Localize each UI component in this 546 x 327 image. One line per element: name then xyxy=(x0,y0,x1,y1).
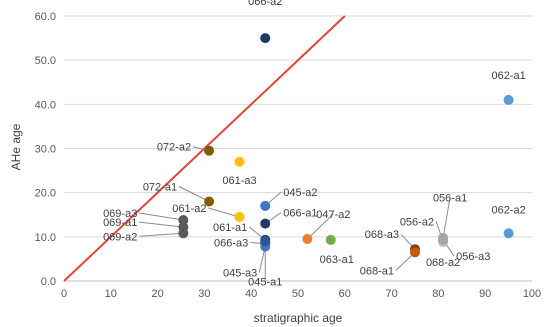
point-label: 062-a2 xyxy=(491,204,525,216)
point-label: 061-a3 xyxy=(222,175,256,187)
data-points xyxy=(178,33,514,258)
x-tick-label: 0 xyxy=(61,288,67,300)
y-tick-label: 10.0 xyxy=(35,232,56,244)
point-label: 069-a2 xyxy=(103,231,137,243)
data-point xyxy=(178,228,189,239)
data-point xyxy=(234,156,245,167)
point-label: 047-a2 xyxy=(316,209,350,221)
x-tick-label: 90 xyxy=(479,288,491,300)
x-tick-label: 80 xyxy=(432,288,444,300)
reference-line xyxy=(63,15,346,282)
data-point xyxy=(234,211,245,222)
data-point xyxy=(325,234,336,245)
y-tick-label: 60.0 xyxy=(35,11,56,23)
point-label: 066-a2 xyxy=(248,0,282,8)
x-tick-label: 70 xyxy=(385,288,397,300)
x-tick-label: 40 xyxy=(245,288,257,300)
point-label: 062-a1 xyxy=(491,70,525,82)
point-label: 061-a1 xyxy=(213,222,247,234)
x-tick-label: 100 xyxy=(523,288,541,300)
point-label: 045-a2 xyxy=(283,187,317,199)
label-leader-line xyxy=(178,186,210,202)
data-point xyxy=(503,228,514,239)
data-point xyxy=(178,215,189,226)
data-point xyxy=(260,200,271,211)
point-labels: 066-a2 062-a1 072-a2 061-a3 072-a1 045-a2 061-… xyxy=(103,0,526,288)
x-axis-title: stratigraphic age xyxy=(254,311,343,325)
point-label: 072-a1 xyxy=(143,182,177,194)
x-tick-label: 20 xyxy=(151,288,163,300)
label-leader-line xyxy=(139,212,184,221)
point-label: 056-a2 xyxy=(400,216,434,228)
point-label: 069-a3 xyxy=(103,208,137,220)
x-tick-label: 50 xyxy=(292,288,304,300)
label-leader-line xyxy=(307,213,334,240)
data-point xyxy=(302,234,313,245)
point-label: 068-a3 xyxy=(365,229,399,241)
x-tick-label: 10 xyxy=(105,288,117,300)
point-label: 068-a1 xyxy=(360,265,394,277)
data-point xyxy=(260,218,271,229)
label-leader-line xyxy=(139,221,184,228)
data-point xyxy=(438,234,449,245)
x-tick-label: 30 xyxy=(198,288,210,300)
data-point xyxy=(410,247,420,258)
point-label: 045-a1 xyxy=(248,276,282,288)
y-tick-label: 40.0 xyxy=(35,99,56,111)
point-label: 069-a1 xyxy=(103,217,137,229)
data-point xyxy=(204,196,215,207)
point-label: 045-a3 xyxy=(223,268,257,280)
point-label: 063-a1 xyxy=(320,254,354,266)
y-tick-label: 0.0 xyxy=(41,276,56,288)
tick-labels: 0.0 10.0 20.0 30.0 40.0 50.0 60.0 0 10 20 30 40 50 60… xyxy=(35,11,542,300)
point-label: 066-a1 xyxy=(283,208,317,220)
point-label: 072-a2 xyxy=(157,142,191,154)
point-label: 068-a2 xyxy=(426,257,460,269)
data-point xyxy=(204,145,215,156)
point-label: 056-a3 xyxy=(456,251,490,263)
data-point xyxy=(503,94,514,105)
label-leader-line xyxy=(442,197,451,238)
y-tick-label: 50.0 xyxy=(35,55,56,67)
label-leader-line xyxy=(208,207,240,218)
point-label: 061-a2 xyxy=(172,203,206,215)
y-axis-title: AHe age xyxy=(9,123,23,170)
data-point xyxy=(260,236,271,247)
label-leader-line xyxy=(139,232,184,237)
point-label: 066-a3 xyxy=(214,237,248,249)
data-point xyxy=(260,33,271,44)
reference-line-layer xyxy=(63,15,346,282)
y-tick-label: 20.0 xyxy=(35,188,56,200)
point-label: 056-a1 xyxy=(433,193,467,205)
y-tick-label: 30.0 xyxy=(35,144,56,156)
x-tick-label: 60 xyxy=(339,288,351,300)
